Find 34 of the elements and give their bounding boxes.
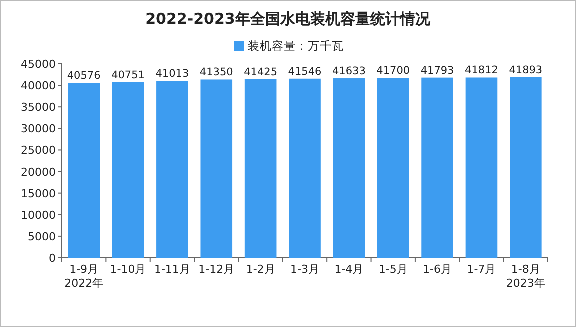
chart-title: 2022-2023年全国水电装机容量统计情况 bbox=[146, 10, 432, 28]
x-tick-label: 1-2月 bbox=[246, 263, 276, 276]
x-tick-label: 1-3月 bbox=[290, 263, 320, 276]
y-tick-label: 35000 bbox=[21, 101, 56, 114]
y-tick-label: 40000 bbox=[21, 80, 56, 93]
y-tick-label: 25000 bbox=[21, 144, 56, 158]
x-tick-label: 1-6月 bbox=[423, 263, 452, 276]
x-tick-label: 1-8月 2023年 bbox=[506, 263, 546, 290]
data-label: 41013 bbox=[156, 68, 190, 80]
y-tick-label: 30000 bbox=[21, 122, 56, 136]
data-label: 41546 bbox=[288, 66, 322, 78]
x-tick-label: 1-12月 bbox=[198, 263, 235, 276]
x-tick-label: 1-5月 bbox=[378, 263, 408, 276]
x-tick-label: 1-10月 bbox=[110, 263, 146, 276]
data-label: 40751 bbox=[112, 69, 145, 82]
data-label: 41700 bbox=[376, 65, 410, 78]
x-tick-label: 1-4月 bbox=[334, 263, 364, 276]
data-label: 41350 bbox=[200, 66, 234, 79]
y-tick-label: 0 bbox=[49, 252, 56, 265]
x-tick-label: 1-9月 2022年 bbox=[64, 263, 104, 290]
y-tick-label: 15000 bbox=[21, 187, 56, 200]
data-label: 41812 bbox=[465, 64, 498, 77]
y-tick-label: 5000 bbox=[28, 230, 56, 244]
data-label: 41793 bbox=[420, 64, 454, 77]
y-tick-label: 10000 bbox=[21, 208, 56, 222]
y-tick-label: 45000 bbox=[21, 58, 56, 71]
data-label: 41633 bbox=[332, 66, 366, 78]
data-label: 41893 bbox=[509, 64, 543, 76]
x-tick-label: 1-7月 bbox=[467, 263, 496, 276]
x-tick-label: 1-11月 bbox=[154, 263, 190, 276]
data-label: 41425 bbox=[244, 66, 278, 78]
data-label: 40576 bbox=[67, 70, 102, 82]
y-tick-label: 20000 bbox=[21, 166, 56, 179]
legend-label: 装机容量：万千瓦 bbox=[248, 39, 344, 53]
